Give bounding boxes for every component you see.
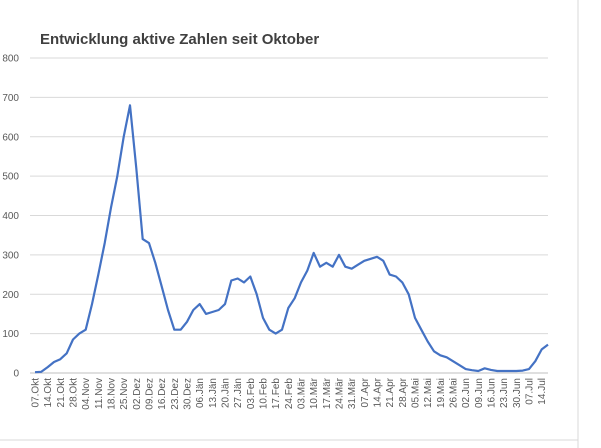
x-tick-label: 18.Nov [107, 378, 118, 410]
x-tick-label: 17.Mär [322, 377, 333, 409]
data-line [34, 104, 549, 374]
y-tick-label: 200 [2, 290, 19, 301]
x-tick-label: 03.Mär [297, 377, 308, 409]
chart-title: Entwicklung aktive Zahlen seit Oktober [40, 31, 319, 48]
x-tick-label: 31.Mär [347, 377, 358, 409]
x-tick-label: 07.Apr [360, 377, 371, 407]
x-tick-label: 14.Okt [43, 378, 54, 408]
x-tick-label: 25.Nov [119, 378, 130, 410]
x-tick-label: 02.Jun [461, 378, 472, 408]
x-tick-label: 24.Feb [284, 378, 295, 410]
x-tick-label: 09.Jun [474, 378, 485, 408]
x-tick-label: 05.Mai [411, 378, 422, 408]
x-tick-label: 12.Mai [423, 378, 434, 408]
x-tick-label: 19.Mai [436, 378, 447, 408]
x-tick-label: 16.Jun [487, 378, 498, 408]
x-tick-label: 26.Mai [449, 378, 460, 408]
x-tick-label: 24.Mär [335, 377, 346, 409]
x-tick-label: 02.Dez [132, 378, 143, 410]
y-tick-label: 500 [2, 172, 19, 183]
x-tick-label: 28.Apr [398, 377, 409, 407]
x-tick-label: 28.Okt [69, 378, 80, 408]
y-tick-label: 600 [2, 132, 19, 143]
x-tick-label: 11.Nov [94, 378, 105, 409]
x-tick-label: 23.Jun [499, 378, 510, 408]
x-tick-label: 04.Nov [81, 378, 92, 410]
x-tick-label: 07.Jul [525, 378, 536, 405]
y-tick-label: 0 [13, 369, 19, 380]
y-tick-label: 800 [2, 54, 19, 65]
x-tick-label: 21.Apr [385, 377, 396, 407]
x-tick-label: 30.Jun [512, 378, 523, 408]
x-tick-label: 06.Jän [195, 378, 206, 408]
x-tick-label: 30.Dez [183, 378, 194, 410]
x-tick-label: 16.Dez [157, 378, 168, 410]
x-tick-label: 21.Okt [56, 378, 67, 408]
x-tick-label: 13.Jän [208, 378, 219, 408]
y-tick-label: 400 [2, 211, 19, 222]
x-tick-label: 20.Jän [221, 378, 232, 408]
x-tick-label: 27.Jän [233, 378, 244, 408]
y-tick-label: 700 [2, 93, 19, 104]
x-tick-label: 17.Feb [271, 378, 282, 410]
x-tick-label: 09.Dez [145, 378, 156, 410]
x-tick-label: 23.Dez [170, 378, 181, 410]
x-tick-label: 14.Jul [537, 378, 548, 405]
x-tick-label: 10.Mär [309, 377, 320, 409]
y-tick-label: 100 [2, 329, 19, 340]
x-tick-label: 03.Feb [246, 378, 257, 410]
y-tick-label: 300 [2, 250, 19, 261]
x-tick-label: 07.Okt [31, 378, 42, 408]
x-tick-label: 10.Feb [259, 378, 270, 410]
x-tick-label: 14.Apr [373, 377, 384, 407]
